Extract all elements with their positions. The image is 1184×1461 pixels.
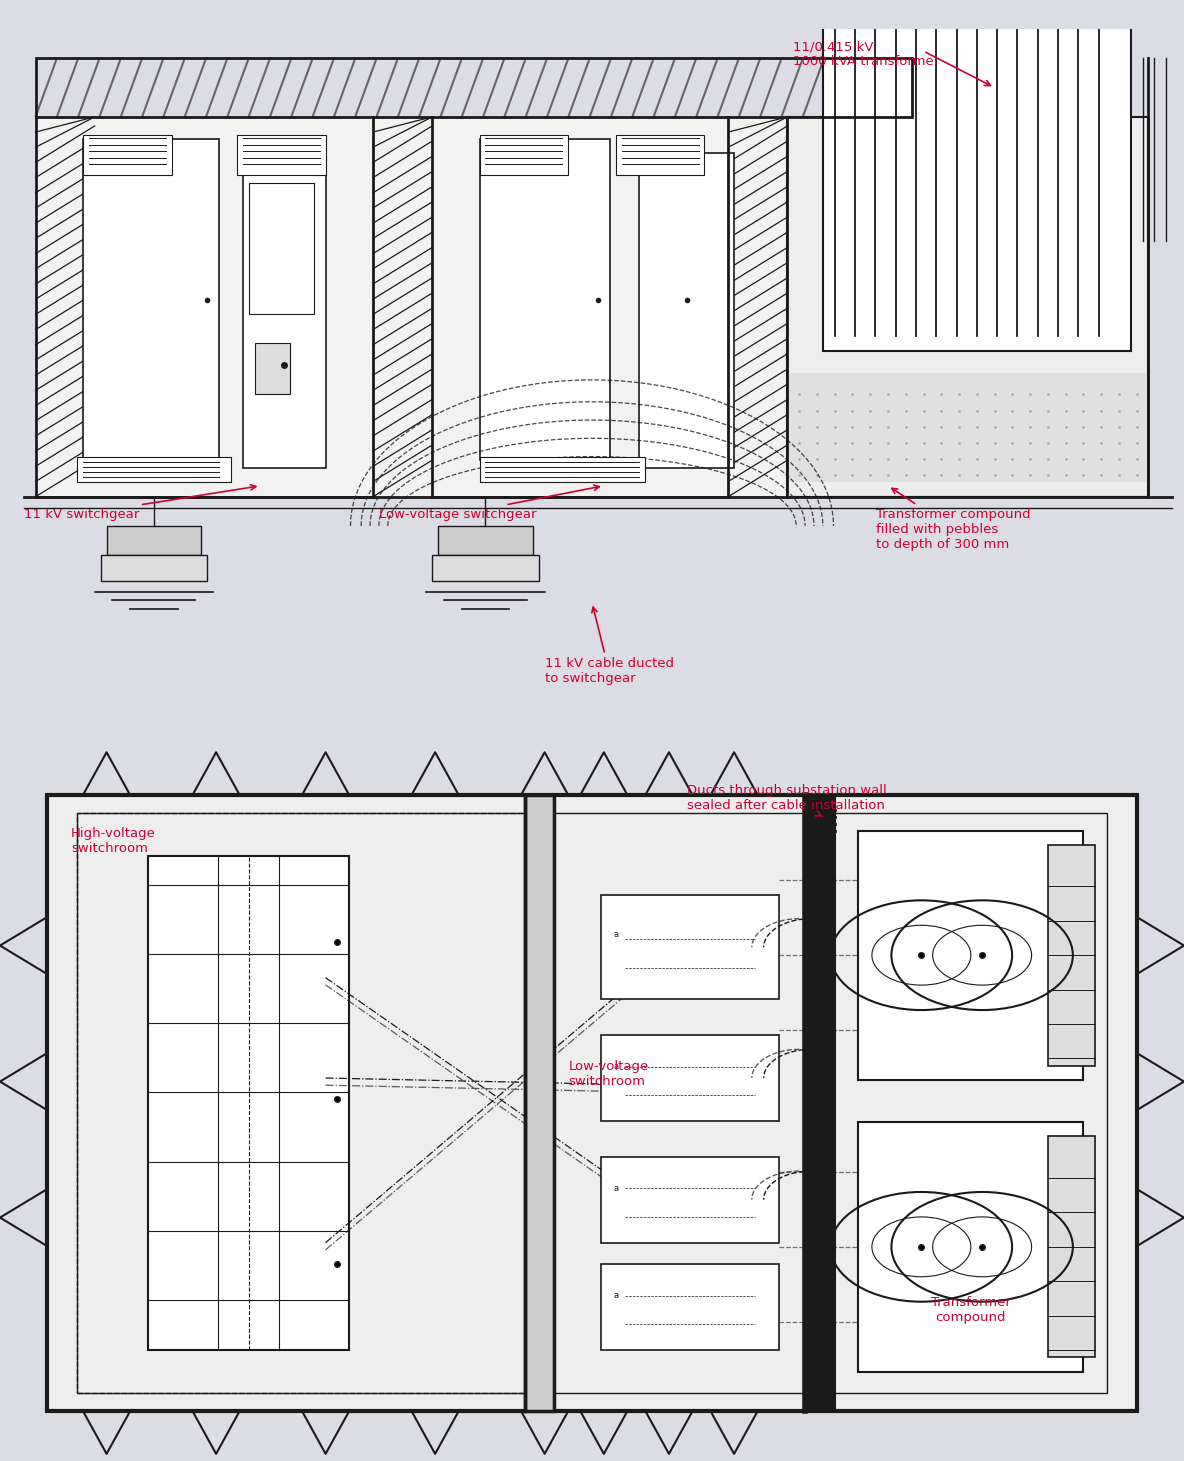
Bar [858, 1122, 1083, 1372]
Bar [858, 830, 1083, 1080]
Bar [148, 856, 349, 1350]
Bar [525, 795, 554, 1411]
Text: 11 kV cable ducted
to switchgear: 11 kV cable ducted to switchgear [545, 608, 674, 685]
Bar [480, 139, 610, 460]
Bar [601, 896, 779, 999]
Bar [639, 153, 734, 468]
Bar [255, 343, 290, 394]
Bar [83, 139, 219, 460]
Text: Low-voltage
switchroom: Low-voltage switchroom [568, 1061, 649, 1088]
Text: a: a [613, 1062, 618, 1071]
Bar [77, 457, 231, 482]
Text: 11 kV switchgear: 11 kV switchgear [24, 485, 256, 520]
Text: 11/0.415 kV
1000 kVA transformer: 11/0.415 kV 1000 kVA transformer [793, 39, 940, 69]
Bar [47, 795, 1137, 1411]
Text: Low-voltage switchgear: Low-voltage switchgear [379, 485, 599, 520]
Text: a: a [613, 931, 618, 939]
Bar [36, 117, 912, 497]
Bar [237, 136, 326, 175]
Bar [243, 153, 326, 468]
Bar [480, 457, 645, 482]
Bar [823, 0, 1131, 351]
Bar [480, 136, 568, 175]
Bar [77, 814, 525, 1392]
Bar [616, 136, 704, 175]
Text: Transformer compound
filled with pebbles
to depth of 300 mm: Transformer compound filled with pebbles… [876, 488, 1031, 551]
Text: a: a [613, 1292, 618, 1300]
Bar [787, 117, 1148, 497]
Bar [107, 526, 201, 555]
Text: a: a [613, 1183, 618, 1194]
Bar [1048, 844, 1095, 1065]
Bar [77, 814, 1107, 1392]
Bar [805, 795, 835, 1411]
Bar [787, 373, 1148, 482]
Bar [601, 1264, 779, 1350]
Bar [249, 183, 314, 314]
Bar [101, 555, 207, 581]
Text: High-voltage
switchroom: High-voltage switchroom [71, 827, 156, 856]
Bar [36, 58, 912, 117]
Bar [1048, 1137, 1095, 1357]
Bar [601, 1034, 779, 1121]
Text: Ducts through substation wall
sealed after cable installation: Ducts through substation wall sealed aft… [687, 785, 887, 817]
Bar [432, 555, 539, 581]
Text: Transformer
compound: Transformer compound [931, 1296, 1011, 1324]
Bar [83, 136, 172, 175]
Bar [601, 1157, 779, 1243]
Bar [438, 526, 533, 555]
